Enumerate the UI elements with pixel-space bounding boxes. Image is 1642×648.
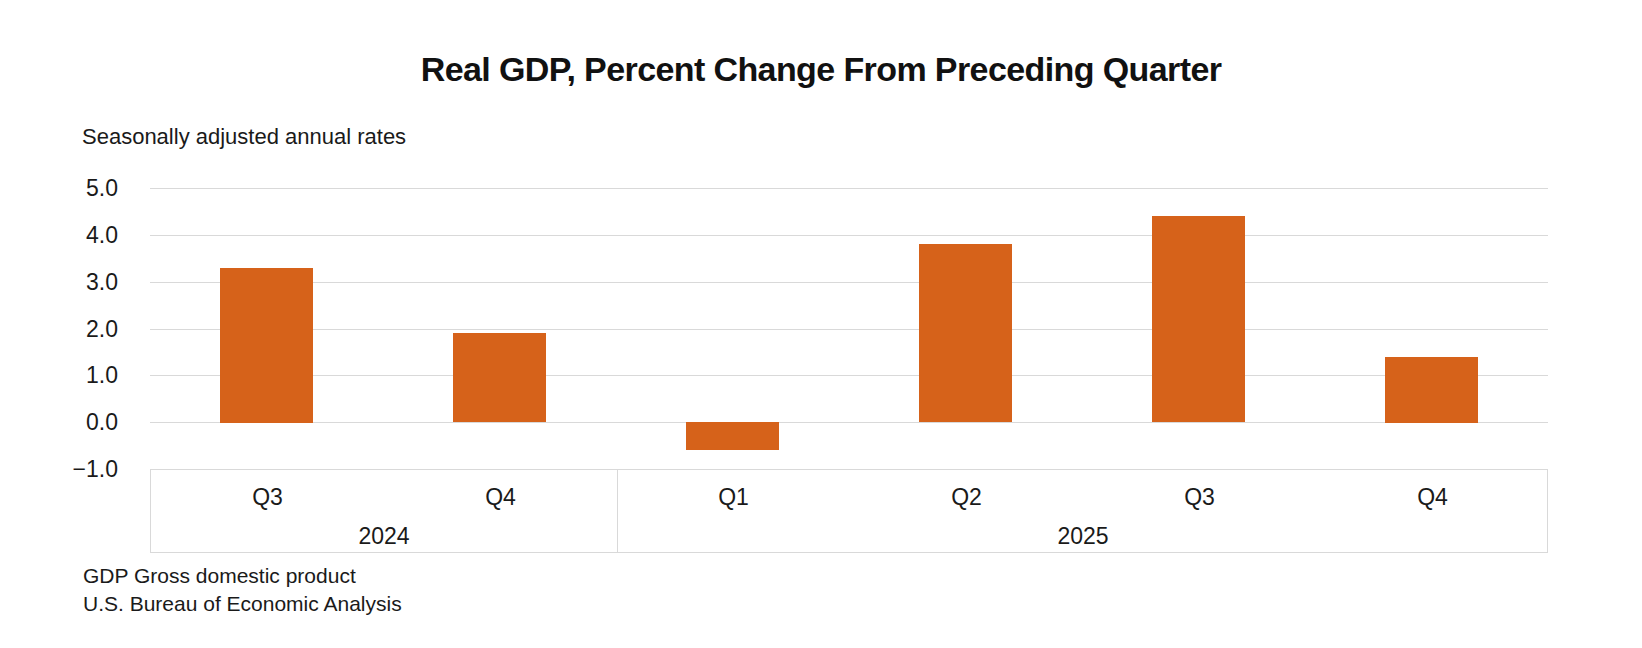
x-tick-label: Q3 (1083, 482, 1316, 512)
bar-2025-q3 (1152, 216, 1245, 422)
gridline (150, 329, 1548, 330)
bar-2025-q1 (686, 422, 779, 450)
footnotes: GDP Gross domestic product U.S. Bureau o… (83, 562, 402, 618)
gdp-bar-chart: Real GDP, Percent Change From Preceding … (0, 0, 1642, 648)
x-tick-label: Q3 (151, 482, 384, 512)
y-tick-label: 4.0 (28, 221, 118, 249)
year-label: 2025 (617, 522, 1549, 550)
bar-2024-q3 (220, 268, 313, 423)
x-tick-label: Q4 (1316, 482, 1549, 512)
footnote-source: U.S. Bureau of Economic Analysis (83, 590, 402, 618)
x-tick-label: Q2 (850, 482, 1083, 512)
gridline (150, 282, 1548, 283)
gridline (150, 375, 1548, 376)
x-tick-label: Q1 (617, 482, 850, 512)
gridline (150, 422, 1548, 423)
bar-2025-q4 (1385, 357, 1478, 423)
chart-title: Real GDP, Percent Change From Preceding … (0, 50, 1642, 89)
y-tick-label: −1.0 (28, 455, 118, 483)
year-label: 2024 (151, 522, 617, 550)
y-tick-label: 3.0 (28, 268, 118, 296)
gridline (150, 235, 1548, 236)
y-tick-label: 2.0 (28, 315, 118, 343)
y-tick-label: 0.0 (28, 408, 118, 436)
chart-subtitle: Seasonally adjusted annual rates (82, 124, 406, 150)
footnote-gdp-definition: GDP Gross domestic product (83, 562, 402, 590)
category-axis: Q3Q4Q1Q2Q3Q420242025 (150, 469, 1548, 553)
x-tick-label: Q4 (384, 482, 617, 512)
bar-2024-q4 (453, 333, 546, 422)
gridline (150, 188, 1548, 189)
y-tick-label: 1.0 (28, 361, 118, 389)
y-tick-label: 5.0 (28, 174, 118, 202)
bar-2025-q2 (919, 244, 1012, 422)
